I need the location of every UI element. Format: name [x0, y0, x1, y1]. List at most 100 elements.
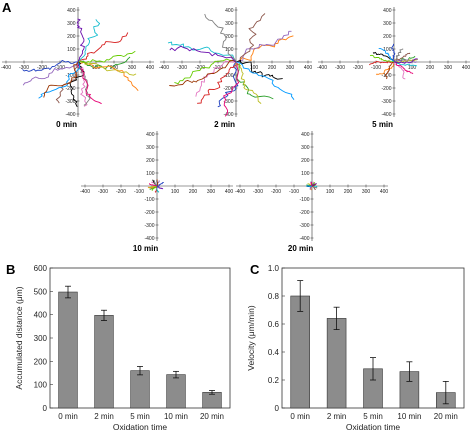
- cell-trajectory: [393, 61, 406, 80]
- x-tick-label: 20 min: [200, 412, 224, 421]
- cell-trajectory: [384, 61, 395, 80]
- cell-trajectory: [394, 58, 418, 64]
- x-tick-label: -300: [19, 65, 29, 71]
- bar: [166, 374, 186, 409]
- x-tick-label: 100: [408, 65, 417, 71]
- trajectory-plot: -400 -300 -200 -100 100 200 300 400400300200100…: [1, 7, 154, 129]
- bar: [94, 315, 114, 409]
- y-tick-label: -100: [299, 197, 309, 203]
- y-tick-label: -200: [65, 86, 75, 92]
- y-tick-label: -300: [65, 99, 75, 105]
- y-tick-label: -200: [144, 210, 154, 216]
- bar: [290, 295, 310, 409]
- y-tick-label: -100: [65, 73, 75, 79]
- trajectory-plot: -400 -300 -200 -100 100 200 300 400400300200100…: [317, 7, 470, 129]
- y-tick-label: 200: [301, 158, 310, 164]
- y-tick-label: 100: [34, 381, 48, 390]
- y-tick-label: 300: [34, 334, 48, 343]
- x-tick-label: -100: [55, 65, 65, 71]
- cell-trajectory: [76, 18, 85, 63]
- x-tick-label: 300: [444, 65, 453, 71]
- time-label: 0 min: [56, 120, 77, 129]
- cell-trajectory: [77, 32, 129, 63]
- cell-trajectory: [369, 54, 395, 63]
- cell-trajectory: [223, 61, 240, 117]
- x-tick-label: 300: [362, 189, 371, 195]
- cell-trajectory: [306, 185, 313, 188]
- cell-trajectory: [148, 183, 158, 187]
- y-tick-label: 100: [301, 171, 310, 177]
- x-tick-label: -300: [177, 65, 187, 71]
- x-tick-label: 200: [189, 189, 198, 195]
- y-tick-label: -100: [223, 73, 233, 79]
- y-tick-label: 300: [383, 21, 392, 27]
- cell-trajectory: [22, 59, 79, 72]
- x-tick-label: 0 min: [290, 412, 310, 421]
- cell-trajectory: [195, 60, 237, 97]
- cell-trajectory: [393, 58, 418, 64]
- x-tick-label: 5 min: [130, 412, 150, 421]
- y-tick-label: -400: [299, 236, 309, 242]
- cell-trajectory: [391, 43, 396, 63]
- cell-trajectory: [235, 30, 292, 63]
- panel-label-b: B: [6, 262, 15, 277]
- y-tick-label: 0: [43, 404, 48, 413]
- trajectory-plots: -400 -300 -200 -100 100 200 300 400 400 300 200 100…: [1, 7, 470, 253]
- chart-velocity: 0 0.2 0.4 0.6 0.8 1.0 0 min 2 min 5 min 10 min 20 …: [246, 264, 465, 432]
- y-tick-label: 300: [301, 145, 310, 151]
- cell-trajectory: [376, 61, 395, 76]
- cell-trajectory: [235, 61, 262, 104]
- x-tick-label: 5 min: [363, 412, 383, 421]
- x-tick-label: 400: [225, 189, 234, 195]
- y-tick-label: -400: [381, 112, 391, 118]
- y-tick-label: -400: [223, 112, 233, 118]
- y-tick-label: -300: [299, 223, 309, 229]
- cell-trajectory: [368, 61, 395, 66]
- y-tick-label: -200: [299, 210, 309, 216]
- cell-trajectory: [378, 47, 395, 63]
- trajectory-plot: -400 -300 -200 -100 100 200 300 400400300200100…: [80, 131, 233, 253]
- cell-trajectory: [156, 179, 159, 187]
- y-tick-label: 400: [146, 132, 155, 138]
- y-tick-label: 100: [146, 171, 155, 177]
- x-tick-label: -200: [116, 189, 126, 195]
- y-tick-label: 400: [34, 311, 48, 320]
- trajectory-plot: -400 -300 -200 -100 100 200 300 400400300200100…: [159, 7, 312, 129]
- x-tick-label: -400: [235, 189, 245, 195]
- cell-trajectory: [235, 35, 294, 63]
- cell-trajectory: [393, 48, 404, 63]
- cell-trajectory: [43, 61, 79, 98]
- time-label: 20 min: [288, 244, 313, 253]
- x-tick-label: -200: [37, 65, 47, 71]
- cell-trajectory: [393, 59, 418, 63]
- y-tick-label: 400: [383, 8, 392, 14]
- cell-trajectory: [197, 61, 237, 104]
- x-tick-label: 400: [462, 65, 471, 71]
- y-tick-label: -100: [381, 73, 391, 79]
- x-tick-label: 200: [344, 189, 353, 195]
- y-tick-label: 200: [383, 34, 392, 40]
- y-tick-label: 0.8: [268, 292, 280, 301]
- cell-trajectory: [310, 181, 313, 187]
- x-axis-label: Oxidation time: [346, 422, 401, 432]
- y-tick-label: 200: [34, 357, 48, 366]
- x-tick-label: -200: [271, 189, 281, 195]
- y-tick-label: -200: [381, 86, 391, 92]
- x-tick-label: 300: [286, 65, 295, 71]
- x-tick-label: 2 min: [327, 412, 347, 421]
- x-tick-label: 100: [250, 65, 259, 71]
- cell-trajectory: [151, 185, 158, 191]
- x-tick-label: 10 min: [397, 412, 421, 421]
- cell-trajectory: [235, 13, 266, 63]
- cell-trajectory: [174, 58, 237, 85]
- cell-trajectory: [77, 61, 102, 105]
- cell-trajectory: [22, 61, 79, 86]
- x-tick-label: -200: [353, 65, 363, 71]
- x-tick-label: 2 min: [94, 412, 114, 421]
- panel-label-c: C: [250, 262, 260, 277]
- y-tick-label: 0: [275, 404, 280, 413]
- y-tick-label: 0.2: [268, 376, 280, 385]
- y-tick-label: 400: [225, 8, 234, 14]
- y-tick-label: 500: [34, 287, 48, 296]
